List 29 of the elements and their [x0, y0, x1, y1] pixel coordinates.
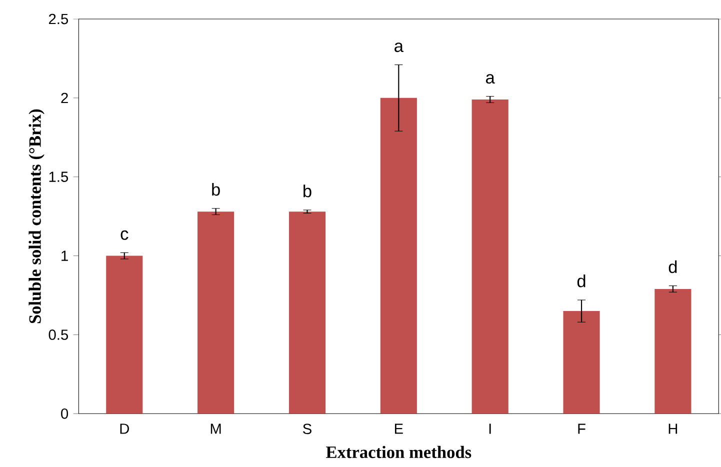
annotation: d [577, 274, 586, 288]
y-tick-label: 2.5 [48, 14, 68, 24]
bar [654, 288, 692, 414]
annotation: d [668, 260, 677, 274]
y-tick-label: 0.5 [48, 330, 68, 340]
y-tick-label: 1 [62, 250, 68, 261]
annotation: a [394, 42, 404, 52]
y-axis-title: Soluble solid contents (°Brix) [28, 109, 44, 324]
x-axis-title: Extraction methods [326, 446, 472, 458]
bar [288, 212, 326, 414]
x-tick-label: I [489, 424, 491, 434]
bar [380, 98, 417, 414]
annotation: b [304, 184, 312, 198]
y-tick-label: 0 [61, 408, 68, 419]
annotation: a [486, 74, 495, 84]
x-tick-label: H [668, 424, 678, 434]
y-tick-label: 2 [61, 92, 68, 104]
bar [106, 256, 143, 414]
x-tick-label: E [394, 424, 403, 434]
x-tick-label: D [120, 424, 129, 434]
bar [472, 100, 508, 414]
x-tick-label: S [303, 424, 312, 434]
bar [563, 311, 600, 414]
annotation: b [212, 182, 220, 196]
annotation: c [120, 230, 128, 240]
x-tick-label: F [578, 424, 586, 434]
x-tick-label: M [210, 424, 221, 434]
y-tick-label: 1.5 [49, 172, 68, 182]
bar [198, 212, 234, 414]
